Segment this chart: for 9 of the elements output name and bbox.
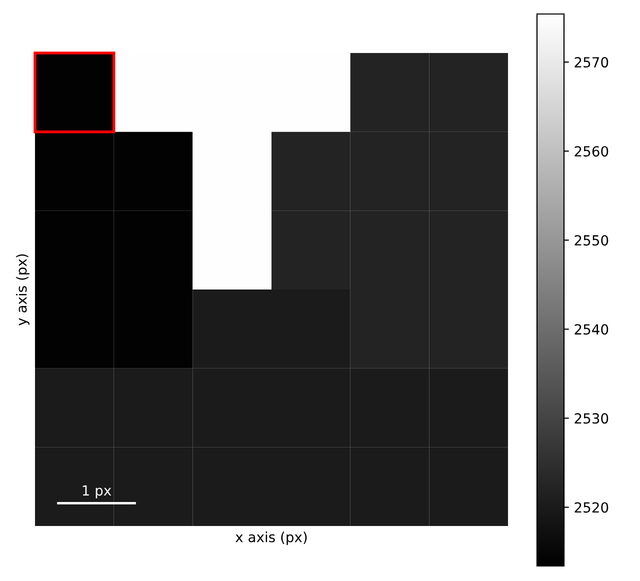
color-bar-label: 2560 bbox=[574, 146, 608, 157]
color-bar-label: 2530 bbox=[574, 413, 608, 424]
color-bar-label: 2570 bbox=[574, 57, 608, 68]
annotation: 1 px bbox=[82, 485, 112, 498]
color-bar-label: 2520 bbox=[574, 502, 608, 513]
color-bar-label: 2540 bbox=[574, 324, 608, 335]
color-bar-label: 2550 bbox=[574, 235, 608, 246]
y-axis-title: y axis (px) bbox=[16, 254, 30, 326]
x-axis-title: x axis (px) bbox=[236, 532, 307, 545]
